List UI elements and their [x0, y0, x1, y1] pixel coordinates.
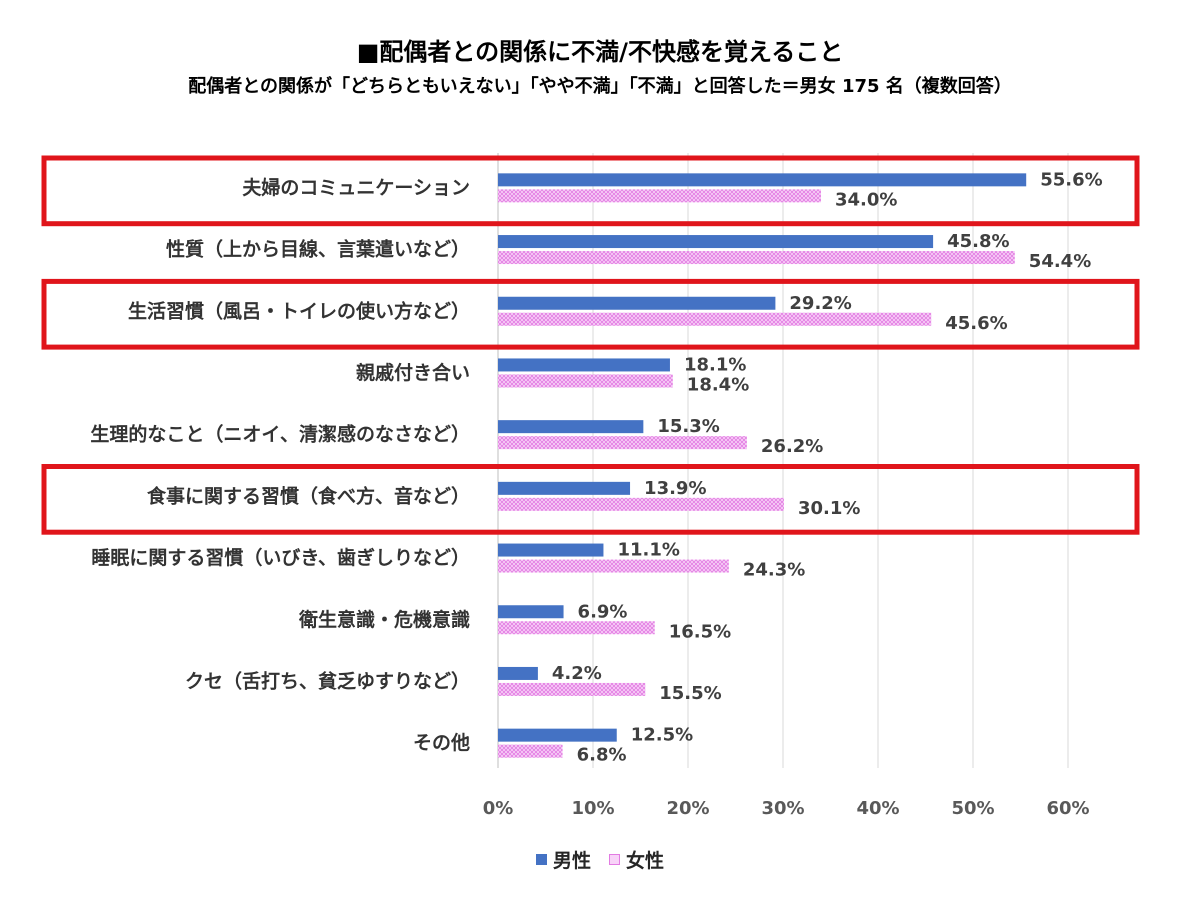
category-label: 衛生意識・危機意識: [298, 608, 470, 631]
x-tick-label: 0%: [483, 798, 514, 819]
category-label: 生活習慣（風呂・トイレの使い方など）: [128, 299, 470, 322]
bar-female: [498, 682, 646, 696]
bar-female: [498, 559, 729, 573]
bar-male: [498, 481, 631, 495]
legend-item-male: 男性: [535, 846, 591, 873]
data-label-male: 45.8%: [947, 231, 1009, 252]
bar-female: [498, 189, 821, 203]
legend-label-female: 女性: [626, 850, 665, 872]
category-label: 睡眠に関する習慣（いびき、歯ぎしりなど）: [91, 546, 470, 569]
data-label-male: 15.3%: [657, 416, 719, 437]
data-label-female: 6.8%: [577, 745, 627, 766]
bar-male: [498, 728, 617, 742]
bar-female: [498, 436, 747, 450]
data-label-female: 16.5%: [669, 621, 731, 642]
x-tick-label: 10%: [571, 798, 614, 819]
bar-male: [498, 420, 644, 434]
data-label-female: 54.4%: [1029, 251, 1091, 272]
data-label-male: 29.2%: [789, 293, 851, 314]
bar-male: [498, 543, 604, 557]
category-label: 生理的なこと（ニオイ、清潔感のなさなど）: [90, 423, 470, 446]
highlight-frame: [41, 278, 1140, 350]
category-label: 性質（上から目線、言葉遣いなど）: [166, 238, 470, 261]
x-tick-label: 40%: [856, 798, 899, 819]
x-tick-label: 60%: [1046, 798, 1089, 819]
legend-swatch-female: [609, 854, 620, 865]
legend-item-female: 女性: [609, 846, 664, 873]
bar-male: [498, 235, 934, 249]
data-label-male: 11.1%: [617, 540, 679, 561]
data-label-male: 55.6%: [1040, 169, 1102, 190]
category-label: 食事に関する習慣（食べ方、音など）: [147, 484, 470, 507]
bar-female: [498, 497, 784, 511]
category-label: 夫婦のコミュニケーション: [242, 176, 470, 199]
bar-female: [498, 744, 563, 758]
legend-label-male: 男性: [552, 850, 591, 872]
data-label-male: 13.9%: [644, 478, 706, 499]
category-label: その他: [413, 731, 470, 754]
bar-female: [498, 374, 673, 388]
legend: 男性 女性: [0, 846, 1200, 873]
legend-swatch-male: [535, 854, 547, 865]
data-label-male: 12.5%: [631, 725, 693, 746]
highlight-frame: [41, 155, 1140, 227]
category-label: 親戚付き合い: [356, 361, 470, 384]
data-label-male: 6.9%: [578, 601, 628, 622]
bar-male: [498, 296, 776, 310]
x-tick-label: 30%: [761, 798, 804, 819]
bar-female: [498, 251, 1015, 265]
data-label-female: 18.4%: [687, 374, 749, 395]
bar-female: [498, 621, 655, 635]
data-label-female: 34.0%: [835, 189, 897, 210]
data-label-male: 18.1%: [684, 354, 746, 375]
highlight-frame: [41, 464, 1140, 535]
x-tick-label: 20%: [666, 798, 709, 819]
data-label-female: 45.6%: [945, 313, 1007, 334]
data-label-male: 4.2%: [552, 663, 602, 684]
category-label: クセ（舌打ち、貧乏ゆすりなど）: [185, 669, 470, 692]
bar-male: [498, 666, 538, 680]
chart-subtitle: 配偶者との関係が「どちらともいえない」「やや不満」「不満」と回答した＝男女 17…: [188, 76, 1012, 97]
bar-male: [498, 358, 670, 372]
bar-male: [498, 173, 1027, 187]
bar-female: [498, 312, 932, 326]
bar-male: [498, 605, 564, 619]
data-label-female: 30.1%: [798, 498, 860, 519]
chart-title: ■配偶者との関係に不満/不快感を覚えること: [356, 38, 844, 66]
data-label-female: 24.3%: [743, 560, 805, 581]
data-label-female: 15.5%: [659, 683, 721, 704]
data-label-female: 26.2%: [761, 436, 823, 457]
x-tick-label: 50%: [951, 798, 994, 819]
